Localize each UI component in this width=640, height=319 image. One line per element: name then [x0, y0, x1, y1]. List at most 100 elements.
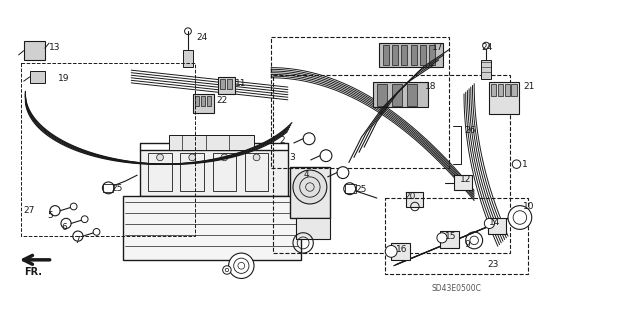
Text: 25: 25: [356, 185, 367, 194]
Text: 11: 11: [236, 79, 247, 88]
Circle shape: [320, 150, 332, 162]
Bar: [195, 96, 199, 106]
Bar: [454, 175, 472, 190]
Bar: [505, 84, 509, 96]
Text: 4: 4: [303, 170, 308, 179]
Text: 2: 2: [280, 136, 285, 145]
Bar: [511, 84, 516, 96]
Text: 5: 5: [47, 211, 53, 220]
Text: 19: 19: [58, 74, 69, 83]
Circle shape: [102, 182, 115, 194]
Bar: [140, 150, 288, 196]
Bar: [183, 50, 193, 67]
Bar: [218, 77, 236, 94]
Text: 24: 24: [196, 33, 208, 42]
Bar: [148, 153, 172, 191]
Circle shape: [81, 216, 88, 223]
Circle shape: [221, 154, 228, 161]
Bar: [346, 184, 356, 193]
Bar: [407, 84, 417, 106]
Bar: [289, 167, 330, 218]
Circle shape: [466, 232, 483, 249]
Bar: [406, 192, 424, 207]
Bar: [227, 79, 232, 89]
Bar: [24, 41, 45, 60]
Text: 21: 21: [524, 82, 534, 91]
Circle shape: [253, 154, 260, 161]
Bar: [440, 231, 459, 248]
Circle shape: [483, 42, 490, 49]
Bar: [392, 45, 398, 65]
Text: 6: 6: [61, 223, 67, 233]
Text: 15: 15: [445, 232, 457, 241]
Text: 17: 17: [432, 43, 444, 52]
Text: 16: 16: [396, 245, 408, 254]
Bar: [420, 45, 426, 65]
Circle shape: [508, 206, 532, 229]
Bar: [21, 63, 195, 236]
Text: 26: 26: [464, 126, 476, 135]
Bar: [481, 60, 491, 79]
Bar: [372, 82, 428, 108]
Circle shape: [303, 133, 315, 145]
Circle shape: [189, 154, 196, 161]
Bar: [383, 45, 388, 65]
Text: 9: 9: [464, 240, 470, 249]
Bar: [271, 37, 449, 168]
Circle shape: [337, 167, 349, 179]
Bar: [193, 94, 214, 113]
Bar: [220, 79, 225, 89]
Bar: [103, 184, 113, 192]
Bar: [123, 196, 301, 260]
Text: 7: 7: [74, 236, 80, 245]
Circle shape: [61, 218, 71, 228]
Bar: [429, 45, 435, 65]
Bar: [201, 96, 205, 106]
Bar: [244, 153, 268, 191]
Text: 18: 18: [425, 82, 436, 91]
Circle shape: [437, 233, 447, 243]
Text: 13: 13: [49, 43, 61, 52]
Text: 1: 1: [522, 160, 527, 169]
Bar: [491, 84, 496, 96]
Circle shape: [293, 170, 327, 204]
Bar: [212, 153, 236, 191]
Bar: [296, 218, 330, 239]
Circle shape: [93, 228, 100, 235]
Circle shape: [73, 231, 83, 241]
Text: 25: 25: [112, 184, 123, 193]
Bar: [391, 243, 410, 260]
Text: SD43E0500C: SD43E0500C: [432, 284, 482, 293]
Bar: [273, 75, 509, 253]
Bar: [392, 84, 402, 106]
Text: 24: 24: [481, 43, 492, 52]
Bar: [401, 45, 407, 65]
Text: 3: 3: [289, 153, 295, 162]
Text: 12: 12: [460, 175, 471, 184]
Bar: [377, 84, 387, 106]
Bar: [180, 153, 204, 191]
Bar: [29, 71, 45, 83]
Circle shape: [157, 154, 163, 161]
Circle shape: [344, 183, 356, 195]
Bar: [385, 198, 527, 274]
Circle shape: [223, 266, 231, 274]
Text: FR.: FR.: [24, 267, 42, 277]
Bar: [490, 82, 519, 114]
Text: 22: 22: [217, 96, 228, 105]
Bar: [411, 45, 417, 65]
Text: 14: 14: [490, 218, 500, 226]
Circle shape: [484, 218, 495, 228]
Circle shape: [385, 245, 397, 257]
Bar: [498, 84, 503, 96]
Text: 10: 10: [524, 202, 535, 211]
Text: 27: 27: [24, 206, 35, 216]
Bar: [207, 96, 211, 106]
Bar: [488, 218, 506, 234]
Text: 20: 20: [404, 192, 415, 201]
Text: 23: 23: [487, 260, 499, 269]
Bar: [380, 43, 443, 67]
Circle shape: [70, 203, 77, 210]
Circle shape: [50, 206, 60, 216]
Circle shape: [228, 253, 254, 278]
